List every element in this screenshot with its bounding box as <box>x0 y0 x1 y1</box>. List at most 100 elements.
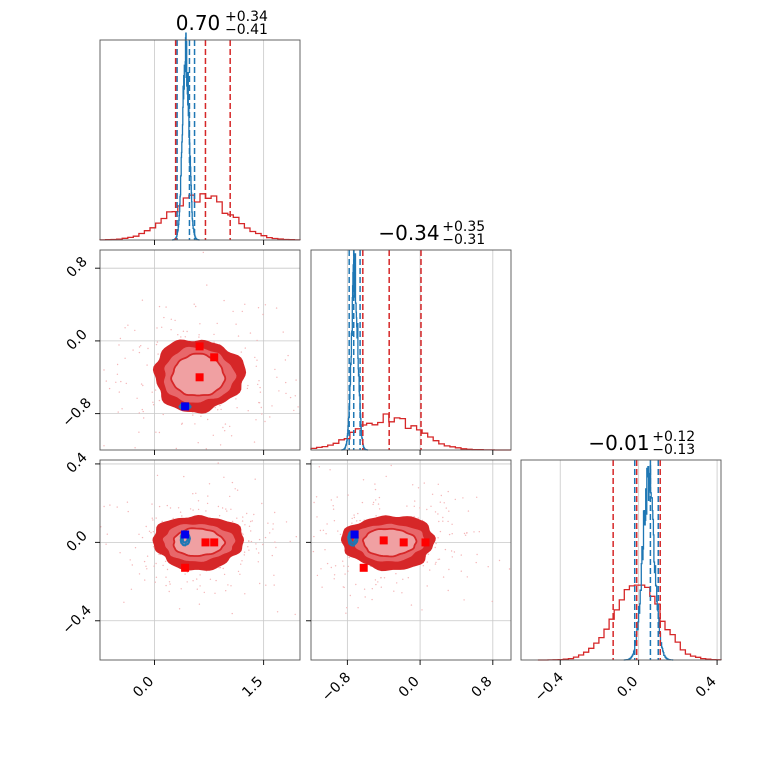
scatter-point <box>118 344 120 346</box>
scatter-point <box>254 356 256 359</box>
scatter-point <box>402 578 404 580</box>
scatter-point <box>169 583 171 585</box>
scatter-point <box>462 497 464 499</box>
scatter-point <box>161 326 163 328</box>
param-title-upper: +0.34 <box>225 9 268 25</box>
scatter-point <box>313 501 315 504</box>
scatter-point <box>362 479 365 481</box>
scatter-point <box>395 573 397 575</box>
scatter-point <box>82 361 83 362</box>
x-tick-label: 0.0 <box>130 674 157 701</box>
scatter-point <box>353 516 356 519</box>
scatter-point <box>244 524 246 526</box>
scatter-point <box>145 565 147 567</box>
scatter-point <box>476 496 478 498</box>
panel-content <box>100 460 300 660</box>
scatter-point <box>264 304 267 306</box>
scatter-point <box>224 423 227 425</box>
x-tick-label: 0.0 <box>614 674 641 701</box>
scatter-point <box>473 531 475 533</box>
y-tick-label: −0.4 <box>59 602 94 637</box>
hist-frame <box>520 459 722 661</box>
scatter-point <box>134 329 136 332</box>
scatter-point <box>244 593 246 595</box>
scatter-point <box>158 505 161 508</box>
scatter-point <box>447 520 449 523</box>
y-tick-label: 0.8 <box>64 254 91 281</box>
scatter-point <box>138 412 140 414</box>
scatter-point <box>241 310 243 313</box>
scatter-point <box>158 399 161 402</box>
scatter-point <box>357 607 359 609</box>
panel-frame <box>99 249 301 451</box>
scatter-point <box>275 546 277 549</box>
scatter-point <box>165 576 167 578</box>
hist-frame <box>310 249 512 451</box>
scatter-point <box>214 592 216 594</box>
scatter-point <box>230 435 233 437</box>
scatter-point <box>393 590 395 592</box>
scatter-point <box>103 369 105 371</box>
scatter-point <box>315 496 318 498</box>
scatter-point <box>140 345 142 347</box>
scatter-point <box>127 324 129 326</box>
scatter-point <box>213 341 215 343</box>
scatter-point <box>123 601 125 603</box>
scatter-point <box>138 573 141 575</box>
scatter-point <box>288 546 289 547</box>
scatter-point <box>158 553 160 556</box>
scatter-point <box>217 462 219 464</box>
scatter-point <box>442 516 444 519</box>
scatter-point <box>174 319 176 322</box>
blue-marker <box>181 530 190 539</box>
scatter-point <box>282 331 284 333</box>
scatter-point <box>124 327 126 329</box>
scatter-point <box>119 552 121 554</box>
scatter-point <box>134 447 136 449</box>
scatter-point <box>215 579 217 582</box>
scatter-point <box>448 510 450 512</box>
scatter-point <box>243 551 246 553</box>
scatter-point <box>241 560 243 562</box>
scatter-point <box>334 565 337 567</box>
scatter-point <box>401 592 403 594</box>
scatter-point <box>83 364 84 365</box>
scatter-point <box>518 558 519 559</box>
hist-red-series <box>537 584 722 661</box>
x-tick-label: −0.8 <box>319 669 354 704</box>
scatter-point <box>353 514 355 516</box>
scatter-point <box>196 588 198 590</box>
scatter-point <box>231 481 234 484</box>
scatter-point <box>236 517 238 519</box>
scatter-point <box>170 329 172 331</box>
scatter-point <box>466 532 468 534</box>
scatter-point <box>79 385 80 386</box>
scatter-point <box>437 483 439 485</box>
scatter-point <box>155 576 158 578</box>
scatter-point <box>225 590 227 592</box>
scatter-point <box>439 501 441 503</box>
scatter-point <box>343 565 345 567</box>
scatter-point <box>478 531 480 533</box>
y-tick-label: 0.0 <box>64 528 91 555</box>
scatter-point <box>454 498 456 501</box>
scatter-point <box>533 547 534 548</box>
scatter-point <box>295 536 297 538</box>
scatter-point <box>250 520 252 523</box>
scatter-point <box>212 434 214 436</box>
scatter-point <box>155 343 158 346</box>
scatter-point <box>219 444 222 446</box>
scatter-point <box>448 533 451 536</box>
scatter-point <box>264 536 267 539</box>
scatter-point <box>371 588 373 590</box>
scatter-point <box>273 574 275 576</box>
scatter-point <box>144 579 146 581</box>
scatter-point <box>326 562 329 565</box>
scatter-point <box>141 408 143 411</box>
scatter-point <box>345 612 347 614</box>
scatter-point <box>258 538 261 541</box>
param-title: −0.01 <box>588 431 649 455</box>
scatter-point <box>189 508 192 510</box>
scatter-point <box>419 507 421 509</box>
scatter-point <box>138 431 140 433</box>
